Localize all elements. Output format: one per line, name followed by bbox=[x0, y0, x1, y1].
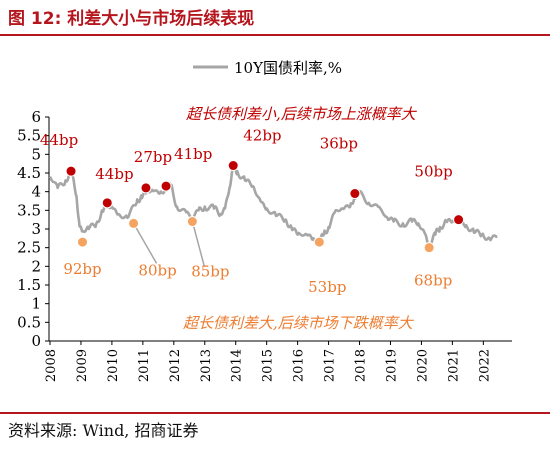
low-spread-label: 92bp bbox=[63, 260, 101, 278]
low-spread-label: 68bp bbox=[414, 272, 452, 290]
x-tick-label: 2018 bbox=[354, 349, 369, 382]
high-spread-label: 36bp bbox=[320, 135, 358, 153]
y-tick-label: 3 bbox=[31, 220, 41, 238]
low-spread-marker bbox=[128, 217, 140, 229]
leader-line bbox=[191, 221, 206, 267]
legend-label: 10Y国债利率,% bbox=[234, 59, 342, 77]
y-tick-label: 1.5 bbox=[17, 276, 41, 294]
high-spread-marker bbox=[101, 197, 113, 209]
x-tick-label: 2021 bbox=[446, 349, 461, 382]
y-tick-label: 1 bbox=[31, 295, 41, 313]
x-tick-label: 2019 bbox=[384, 349, 399, 382]
high-spread-label: 44bp bbox=[40, 131, 78, 149]
y-tick-label: 0 bbox=[31, 332, 41, 350]
high-spread-label: 41bp bbox=[174, 145, 212, 163]
y-tick-label: 4 bbox=[31, 183, 41, 201]
low-spread-label: 85bp bbox=[191, 263, 229, 281]
figure-title: 图 12: 利差大小与市场后续表现 bbox=[8, 9, 255, 29]
low-spread-marker bbox=[423, 242, 435, 254]
high-spread-marker bbox=[65, 165, 77, 177]
y-tick-label: 3.5 bbox=[17, 201, 41, 219]
high-spread-label: 27bp bbox=[134, 148, 172, 166]
leader-line bbox=[132, 223, 158, 264]
title-divider bbox=[0, 34, 550, 36]
x-tick-label: 2008 bbox=[44, 349, 59, 382]
high-spread-marker bbox=[453, 214, 465, 226]
high-spread-label: 44bp bbox=[95, 165, 133, 183]
high-spread-label: 50bp bbox=[414, 163, 452, 181]
high-spread-label: 42bp bbox=[243, 127, 281, 145]
x-tick-label: 2014 bbox=[230, 349, 245, 382]
x-tick-label: 2009 bbox=[75, 349, 90, 382]
high-spread-marker bbox=[349, 188, 361, 200]
low-spread-marker bbox=[77, 236, 88, 248]
low-spread-label: 53bp bbox=[308, 278, 346, 296]
low-spread-marker bbox=[313, 236, 325, 248]
x-tick-label: 2015 bbox=[261, 349, 276, 382]
x-tick-label: 2022 bbox=[477, 349, 492, 382]
x-tick-label: 2016 bbox=[292, 349, 307, 382]
annotation-low: 超长债利差大,后续市场下跌概率大 bbox=[183, 314, 415, 332]
y-tick-label: 5.5 bbox=[17, 127, 41, 145]
x-tick-label: 2011 bbox=[137, 349, 152, 382]
series-line bbox=[48, 164, 498, 248]
x-tick-label: 2020 bbox=[415, 349, 430, 382]
x-tick-label: 2013 bbox=[199, 349, 214, 382]
y-tick-label: 6 bbox=[31, 108, 41, 126]
high-spread-marker bbox=[140, 182, 152, 194]
source-divider bbox=[0, 412, 550, 414]
high-spread-marker bbox=[227, 160, 239, 172]
y-tick-label: 2 bbox=[31, 257, 41, 275]
y-tick-label: 5 bbox=[31, 145, 41, 163]
x-tick-label: 2012 bbox=[168, 349, 183, 382]
y-tick-label: 4.5 bbox=[17, 164, 41, 182]
annotation-high: 超长债利差小,后续市场上涨概率大 bbox=[186, 105, 418, 123]
high-spread-marker bbox=[160, 180, 172, 192]
source-note: 资料来源: Wind, 招商证券 bbox=[8, 421, 199, 440]
x-tick-label: 2017 bbox=[323, 349, 338, 382]
y-tick-label: 2.5 bbox=[17, 239, 41, 257]
low-spread-label: 80bp bbox=[138, 261, 176, 279]
x-tick-label: 2010 bbox=[106, 349, 121, 382]
y-tick-label: 0.5 bbox=[17, 313, 41, 331]
low-spread-marker bbox=[186, 216, 198, 228]
